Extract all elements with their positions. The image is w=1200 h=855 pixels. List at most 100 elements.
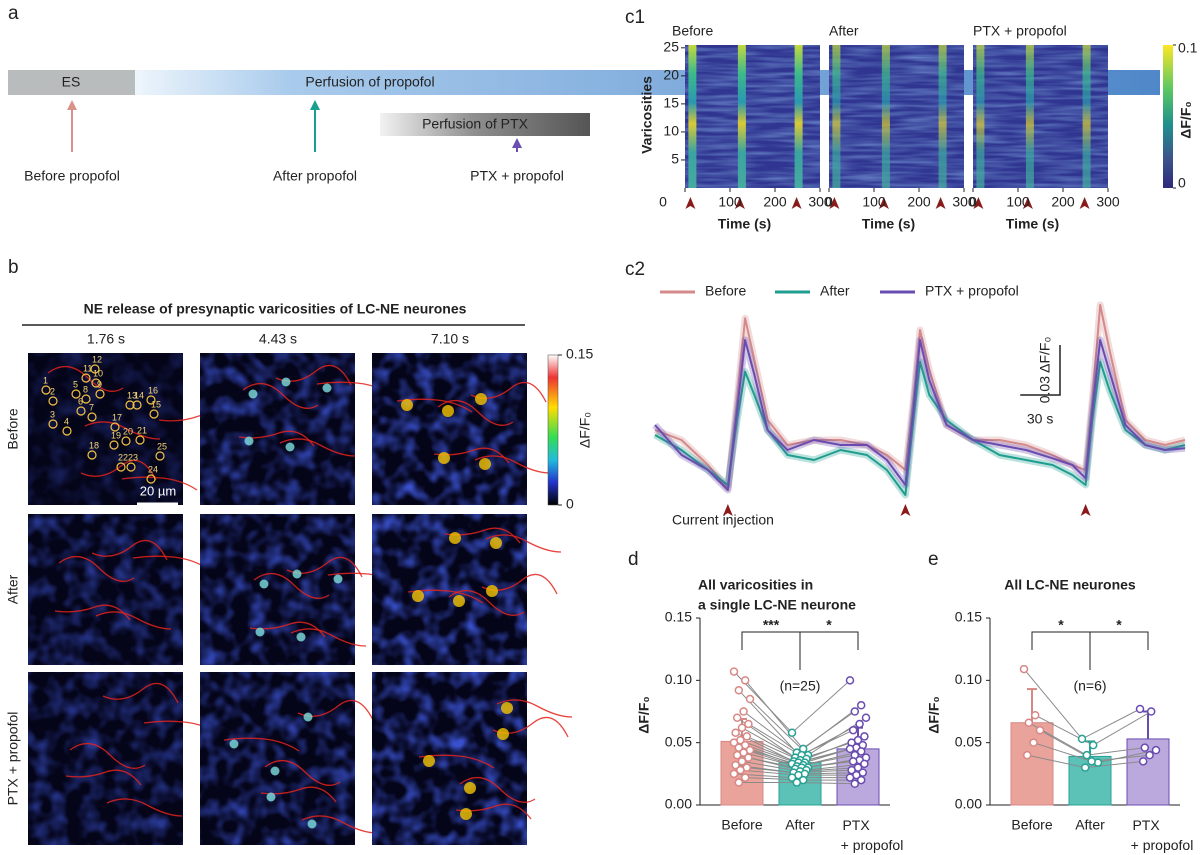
- arrow-label: PTX + propofol: [470, 168, 564, 184]
- hotspot: [490, 537, 502, 549]
- axon: [65, 769, 142, 786]
- data-point: [737, 757, 747, 766]
- roi: [155, 451, 165, 461]
- legend-label: After: [820, 283, 850, 299]
- image-noise: [28, 353, 183, 505]
- data-point: [734, 778, 744, 787]
- data-point: [792, 778, 802, 787]
- roi: [76, 406, 86, 416]
- data-point: [1135, 704, 1145, 714]
- x-tick-label: After: [1075, 817, 1105, 833]
- roi: [62, 426, 72, 436]
- legend-label: PTX + propofol: [925, 283, 1019, 299]
- y-tick-label: 25: [663, 39, 679, 55]
- y-tick-label: 0.15: [665, 609, 692, 625]
- chart-title: All varicosities in: [698, 577, 813, 593]
- data-point: [847, 765, 856, 775]
- roi-label: 8: [83, 384, 88, 394]
- stim-band: [881, 45, 890, 188]
- data-point: [850, 707, 860, 716]
- x-tick-label: 100: [718, 194, 742, 210]
- bar: [1010, 722, 1054, 806]
- roi-label: 5: [73, 379, 78, 389]
- y-tick-label: 0.00: [955, 796, 982, 812]
- roi-label: 25: [157, 441, 167, 451]
- data-point: [860, 759, 869, 769]
- axon: [437, 400, 514, 426]
- x-tick-label: 0: [825, 194, 833, 210]
- panel-title: NE release of presynaptic varicosities o…: [84, 301, 467, 317]
- x-axis-label: Time (s): [862, 216, 915, 232]
- data-point: [1146, 707, 1156, 716]
- roi: [87, 450, 97, 460]
- image-noise: [372, 353, 527, 505]
- data-point: [1087, 757, 1096, 766]
- hotspot: [453, 595, 465, 607]
- axon: [102, 682, 179, 704]
- x-tick-label: 0: [659, 194, 667, 210]
- roi-label: 4: [64, 416, 69, 426]
- arrow-label: After propofol: [273, 168, 357, 184]
- axon: [58, 556, 135, 582]
- hotspot: [322, 383, 332, 393]
- x-tick-label: 100: [862, 194, 886, 210]
- trace-line: [654, 360, 1186, 496]
- image-noise: [372, 672, 527, 845]
- row-label: After: [5, 574, 21, 604]
- y-tick-label: 20: [663, 67, 679, 83]
- roi-label: 16: [148, 385, 158, 395]
- data-point: [1138, 757, 1148, 766]
- arrow-head: [310, 100, 320, 110]
- stim-band: [976, 45, 985, 188]
- data-point: [734, 743, 744, 752]
- axon: [84, 421, 161, 440]
- y-axis-label: ΔF/F₀: [926, 696, 942, 733]
- roi-label: 23: [128, 452, 138, 462]
- x-tick-label: 300: [808, 194, 832, 210]
- axon: [459, 777, 536, 803]
- y-tick-label: 15: [663, 95, 679, 111]
- data-point: [729, 769, 739, 779]
- data-point: [1082, 750, 1092, 760]
- y-axis-label: ΔF/F₀: [636, 696, 652, 733]
- data-point: [860, 732, 869, 741]
- ptx-bar: [380, 113, 590, 136]
- roi-label: 3: [50, 409, 55, 419]
- marker-arrow: [791, 197, 802, 209]
- marker-arrow: [829, 197, 840, 209]
- y-tick-label: 5: [671, 151, 679, 167]
- marker-arrow: [878, 197, 889, 209]
- hotspot: [255, 627, 265, 637]
- roi-label: 6: [78, 396, 83, 406]
- arrow-head: [67, 100, 77, 110]
- sig-label: ***: [763, 617, 780, 633]
- stim-band: [794, 45, 803, 188]
- roi: [116, 462, 126, 472]
- heatmap-title: After: [829, 23, 859, 39]
- hotspot: [296, 632, 306, 642]
- data-point: [848, 757, 858, 766]
- marker-arrow: [1022, 197, 1033, 209]
- data-point: [744, 753, 753, 762]
- hotspot: [423, 755, 435, 767]
- image-noise: [200, 514, 355, 665]
- roi-label: 17: [112, 412, 122, 422]
- data-point: [736, 765, 745, 775]
- axon: [69, 743, 146, 769]
- roi-label: 18: [89, 440, 99, 450]
- data-point: [1088, 740, 1098, 750]
- data-point: [731, 760, 740, 770]
- data-point: [856, 701, 866, 710]
- y-tick-label: 0.10: [665, 671, 692, 687]
- data-point: [1077, 734, 1087, 744]
- axon: [253, 573, 330, 599]
- data-point: [731, 728, 740, 737]
- hotspot: [501, 702, 513, 714]
- colorbar-label: ΔF/F₀: [577, 412, 593, 448]
- data-point: [740, 773, 750, 782]
- heatmap-title: Before: [672, 23, 713, 39]
- y-axis-label: Varicosities: [639, 76, 655, 154]
- image-noise: [28, 672, 183, 845]
- data-point: [1029, 738, 1038, 747]
- axon: [54, 604, 131, 621]
